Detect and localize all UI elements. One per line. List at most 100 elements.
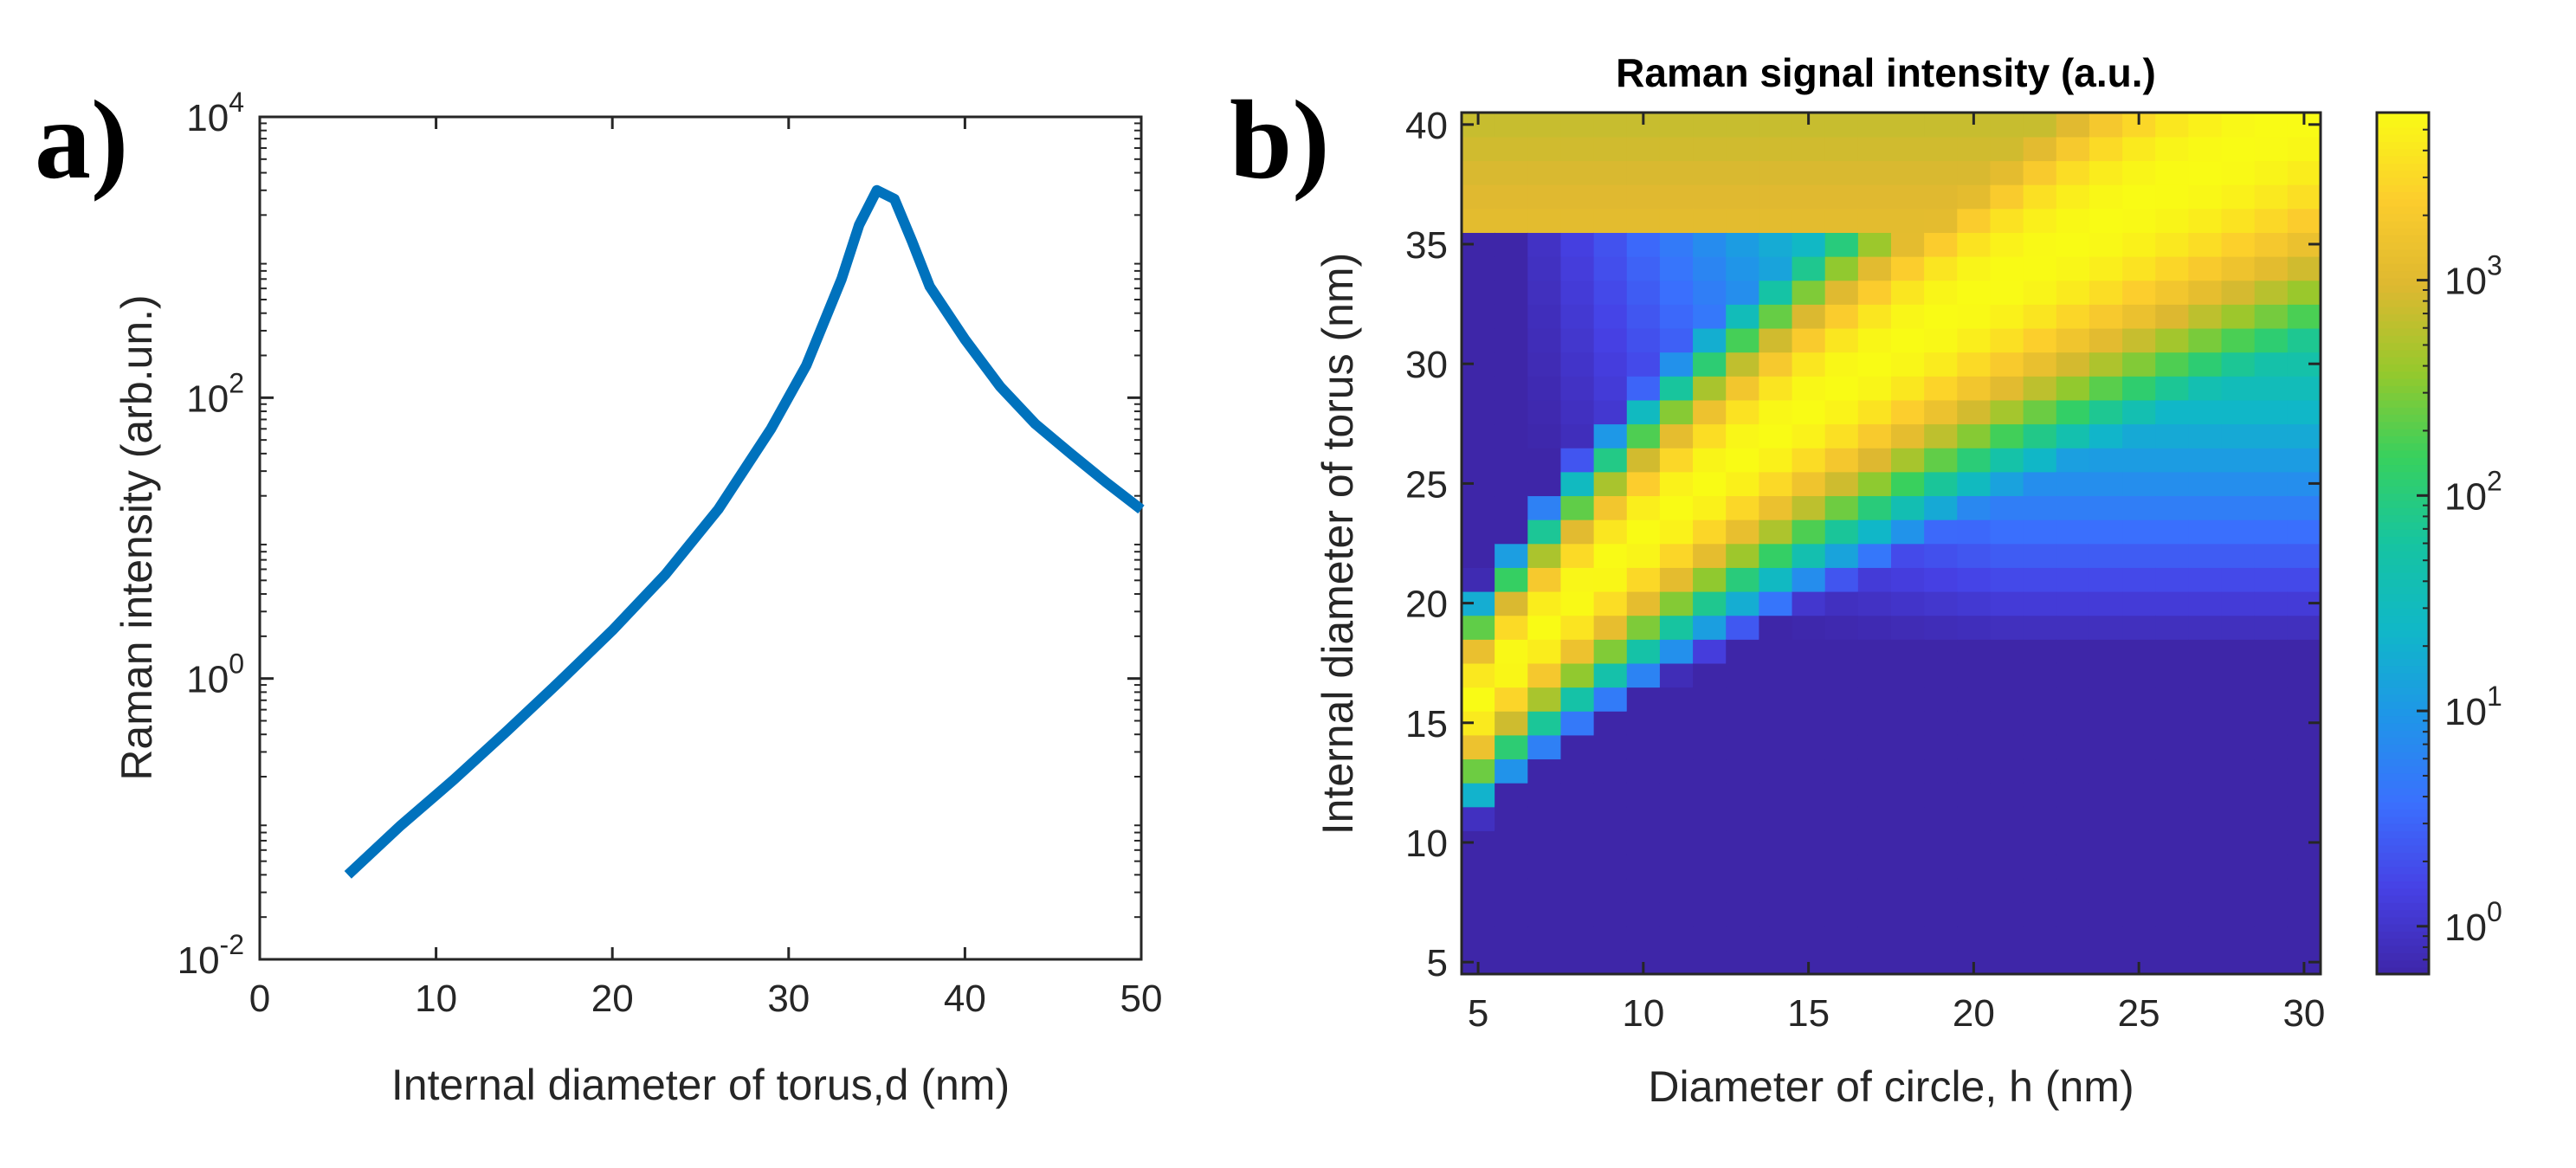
heatmap-cell <box>1857 113 1892 138</box>
heatmap-cell <box>1560 758 1595 784</box>
heatmap-cell <box>1824 590 1859 616</box>
heatmap-cell <box>1693 590 1727 616</box>
heatmap-cell <box>1792 519 1826 545</box>
heatmap-cell <box>1659 495 1694 520</box>
colorbar-segment <box>2377 442 2429 451</box>
colorbar-segment <box>2377 119 2429 128</box>
colorbar-tick-label: 100 <box>2444 896 2502 949</box>
heatmap-cell <box>1527 327 1562 353</box>
colorbar-segment <box>2377 170 2429 178</box>
heatmap-cell <box>2056 184 2090 210</box>
colorbar-segment <box>2377 622 2429 630</box>
heatmap-cell <box>2254 590 2289 616</box>
colorbar-segment <box>2377 414 2429 423</box>
heatmap-cell <box>2155 471 2190 497</box>
heatmap-cell <box>1824 902 1859 927</box>
heatmap-cell <box>1693 758 1727 784</box>
heatmap-cell <box>1527 208 1562 233</box>
heatmap-cell <box>1792 639 1826 664</box>
heatmap-cell <box>2089 758 2123 784</box>
colorbar-segment <box>2377 722 2429 731</box>
heatmap-cell <box>1527 878 1562 903</box>
heatmap-cell <box>1495 447 1529 473</box>
heatmap-cell <box>1759 926 1793 952</box>
heatmap-cell <box>1462 184 1495 210</box>
heatmap-cell <box>1527 495 1562 520</box>
heatmap-cell <box>1527 543 1562 568</box>
plot-a-ytick-label: 104 <box>186 87 244 139</box>
heatmap-cell <box>1462 734 1495 760</box>
heatmap-cell <box>2188 687 2223 712</box>
heatmap-cell <box>1693 304 1727 329</box>
colorbar-segment <box>2377 600 2429 609</box>
heatmap-cell <box>1990 758 2024 784</box>
heatmap-cell <box>1560 184 1595 210</box>
heatmap-cell <box>2188 830 2223 855</box>
heatmap-cell <box>2023 926 2057 952</box>
heatmap-cell <box>2188 590 2223 616</box>
heatmap-cell <box>1759 255 1793 281</box>
heatmap-cell <box>1957 543 1992 568</box>
colorbar-segment <box>2377 952 2429 961</box>
heatmap-cell <box>2122 710 2157 736</box>
heatmap-cell <box>1957 376 1992 401</box>
plot-b-ticks: 5 10 15 20 25 30 5 10 15 20 25 30 35 40 <box>1405 105 2325 1035</box>
heatmap-cell <box>2155 327 2190 353</box>
heatmap-cell <box>1759 136 1793 162</box>
heatmap-cell <box>1495 950 1529 975</box>
heatmap-cell <box>2188 878 2223 903</box>
heatmap-cell <box>2188 639 2223 664</box>
colorbar-segment <box>2377 464 2429 473</box>
heatmap-cell <box>1593 878 1628 903</box>
heatmap-cell <box>1626 830 1661 855</box>
heatmap-cell <box>1990 950 2024 975</box>
heatmap-cell <box>1759 710 1793 736</box>
heatmap-cell <box>2089 184 2123 210</box>
heatmap-cell <box>1924 160 1959 185</box>
colorbar-segment <box>2377 436 2429 444</box>
heatmap-cell <box>1924 208 1959 233</box>
heatmap-cell <box>2254 950 2289 975</box>
heatmap-cell <box>1495 255 1529 281</box>
heatmap-cell <box>1726 662 1760 688</box>
heatmap-cell <box>1990 352 2024 377</box>
heatmap-cell <box>2023 160 2057 185</box>
heatmap-cell <box>1726 639 1760 664</box>
heatmap-cell <box>1593 519 1628 545</box>
heatmap-cell <box>1824 782 1859 808</box>
plot-b-ytick-label: 20 <box>1405 584 1448 626</box>
heatmap-cell <box>1462 615 1495 640</box>
heatmap-cell <box>1560 806 1595 831</box>
heatmap-cell <box>1726 471 1760 497</box>
heatmap-cell <box>1560 590 1595 616</box>
colorbar-segment <box>2377 449 2429 458</box>
heatmap-cell <box>2188 471 2223 497</box>
heatmap-cell <box>1593 255 1628 281</box>
heatmap-cell <box>1527 926 1562 952</box>
heatmap-cell <box>1924 782 1959 808</box>
heatmap-cell <box>1693 495 1727 520</box>
heatmap-cell <box>1527 423 1562 448</box>
heatmap-cell <box>1857 160 1892 185</box>
heatmap-cell <box>1626 902 1661 927</box>
heatmap-cell <box>2254 352 2289 377</box>
heatmap-cell <box>1659 782 1694 808</box>
heatmap-cell <box>2089 543 2123 568</box>
heatmap-cell <box>1792 304 1826 329</box>
colorbar-segment <box>2377 665 2429 674</box>
heatmap-cell <box>1957 926 1992 952</box>
heatmap-cell <box>1527 255 1562 281</box>
heatmap-cell <box>1759 304 1793 329</box>
heatmap-cell <box>2023 782 2057 808</box>
heatmap-cell <box>1792 327 1826 353</box>
heatmap-cell <box>1693 687 1727 712</box>
heatmap-cell <box>1495 615 1529 640</box>
heatmap-cell <box>2188 423 2223 448</box>
heatmap-cell <box>2287 519 2321 545</box>
plot-b-ytick-label: 30 <box>1405 344 1448 386</box>
heatmap-cell <box>1990 399 2024 425</box>
heatmap-cell <box>2254 280 2289 305</box>
heatmap-cell <box>1759 160 1793 185</box>
heatmap-cell <box>2221 567 2256 592</box>
heatmap-cell <box>1626 519 1661 545</box>
